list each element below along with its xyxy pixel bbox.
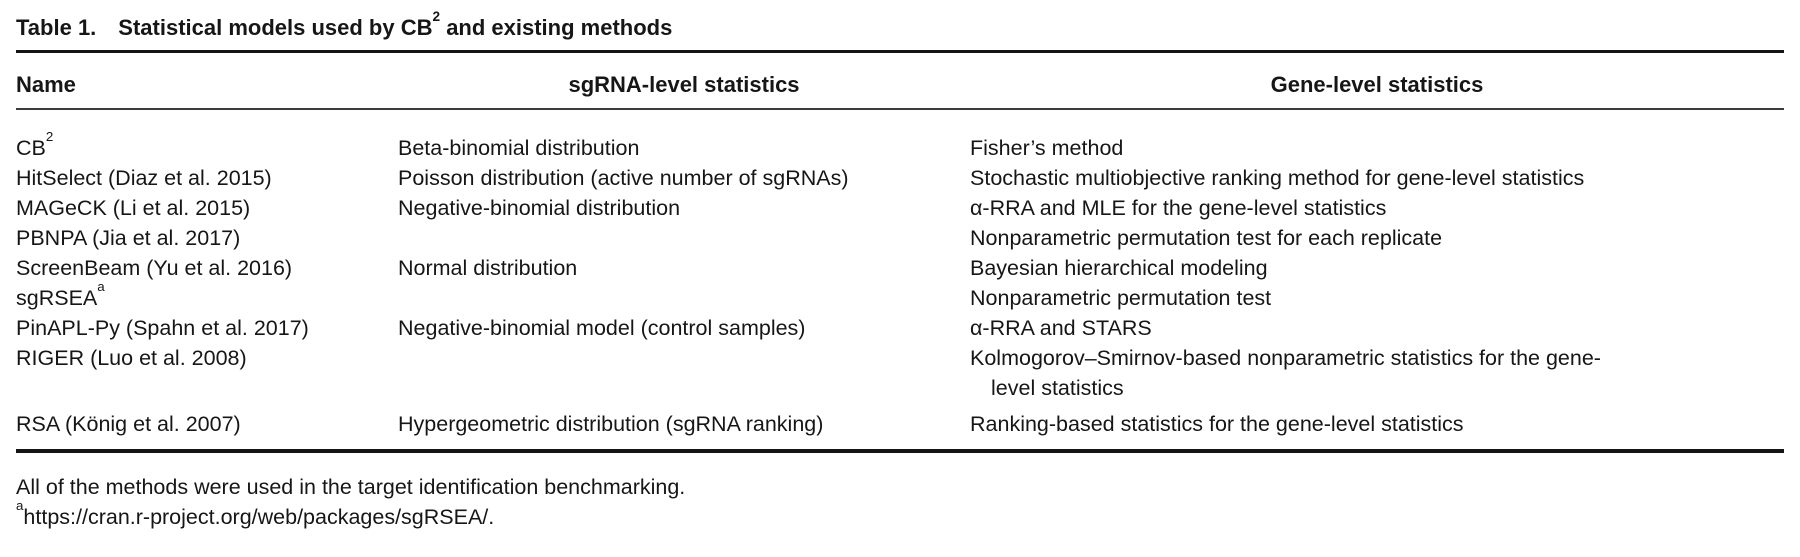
method-name-cell: PBNPA (Jia et al. 2017)	[16, 226, 241, 250]
table-row: CB2 Beta-binomial distribution Fisher’s …	[16, 130, 1784, 163]
sgrna-statistics-cell: Negative-binomial model (control samples…	[398, 316, 806, 340]
column-header-gene-level-statistics: Gene-level statistics	[1270, 72, 1484, 97]
table-caption-title: Statistical models used by CB2 and exist…	[118, 9, 673, 40]
top-rule-divider	[16, 50, 1784, 53]
gene-statistics-line2: level statistics	[991, 376, 1124, 400]
footnote-a: ahttps://cran.r-project.org/web/packages…	[16, 499, 1784, 532]
method-name-cell: CB2	[16, 130, 398, 163]
caption-title-text-after: and existing methods	[440, 15, 673, 40]
table-body: CB2 Beta-binomial distribution Fisher’s …	[16, 110, 1784, 449]
table-header-row: Name sgRNA-level statistics Gene-level s…	[16, 53, 1784, 108]
footnote-general: All of the methods were used in the targ…	[16, 475, 686, 499]
sgrna-statistics-cell: Normal distribution	[398, 256, 578, 280]
method-name-cell: sgRSEAa	[16, 280, 398, 313]
table-row: RIGER (Luo et al. 2008) Kolmogorov–Smirn…	[16, 343, 1784, 403]
table-row: MAGeCK (Li et al. 2015) Negative-binomia…	[16, 193, 1784, 223]
footnote-a-url: https://cran.r-project.org/web/packages/…	[23, 505, 495, 529]
sgrna-statistics-cell: Beta-binomial distribution	[398, 136, 640, 160]
table-row: HitSelect (Diaz et al. 2015) Poisson dis…	[16, 163, 1784, 193]
method-name-cell: HitSelect (Diaz et al. 2015)	[16, 166, 272, 190]
method-name-superscript: 2	[45, 128, 54, 144]
gene-statistics-cell: Kolmogorov–Smirnov-based nonparametric s…	[970, 343, 1784, 403]
method-name-cell: PinAPL-Py (Spahn et al. 2017)	[16, 316, 309, 340]
method-name-cell: MAGeCK (Li et al. 2015)	[16, 196, 251, 220]
table-row: sgRSEAa Nonparametric permutation test	[16, 280, 1784, 313]
table-footnotes: All of the methods were used in the targ…	[16, 472, 1784, 532]
gene-statistics-cell: α-RRA and STARS	[970, 316, 1152, 340]
gene-statistics-cell: Nonparametric permutation test	[970, 286, 1272, 310]
gene-statistics-line1: Kolmogorov–Smirnov-based nonparametric s…	[970, 346, 1601, 370]
gene-statistics-cell: Fisher’s method	[970, 136, 1124, 160]
table-row: PinAPL-Py (Spahn et al. 2017) Negative-b…	[16, 313, 1784, 343]
caption-title-text: Statistical models used by CB	[118, 15, 433, 40]
table-row: PBNPA (Jia et al. 2017) Nonparametric pe…	[16, 223, 1784, 253]
gene-statistics-cell: Stochastic multiobjective ranking method…	[970, 166, 1585, 190]
method-name: sgRSEA	[16, 286, 98, 310]
method-name-cell: RIGER (Luo et al. 2008)	[16, 346, 247, 370]
table-row: ScreenBeam (Yu et al. 2016) Normal distr…	[16, 253, 1784, 283]
gene-statistics-cell: Nonparametric permutation test for each …	[970, 226, 1443, 250]
method-name-cell: ScreenBeam (Yu et al. 2016)	[16, 256, 293, 280]
table-caption: Table 1. Statistical models used by CB2 a…	[16, 0, 1784, 43]
footnote-a-marker: a	[16, 497, 24, 513]
method-name-cell: RSA (König et al. 2007)	[16, 412, 241, 436]
sgrna-statistics-cell: Hypergeometric distribution (sgRNA ranki…	[398, 412, 824, 436]
column-header-sgrna-level-statistics: sgRNA-level statistics	[568, 72, 800, 97]
bottom-rule-divider	[16, 449, 1784, 453]
method-name: CB	[16, 136, 46, 160]
gene-statistics-cell: Ranking-based statistics for the gene-le…	[970, 412, 1464, 436]
header-rule-divider	[16, 108, 1784, 110]
gene-statistics-cell: Bayesian hierarchical modeling	[970, 256, 1268, 280]
table-row: RSA (König et al. 2007) Hypergeometric d…	[16, 409, 1784, 439]
column-header-name: Name	[16, 72, 76, 97]
caption-superscript: 2	[432, 8, 441, 24]
method-name-superscript: a	[97, 278, 105, 294]
table-caption-label: Table 1.	[16, 15, 97, 40]
sgrna-statistics-cell: Poisson distribution (active number of s…	[398, 166, 849, 190]
sgrna-statistics-cell: Negative-binomial distribution	[398, 196, 681, 220]
gene-statistics-cell: α-RRA and MLE for the gene-level statist…	[970, 196, 1387, 220]
